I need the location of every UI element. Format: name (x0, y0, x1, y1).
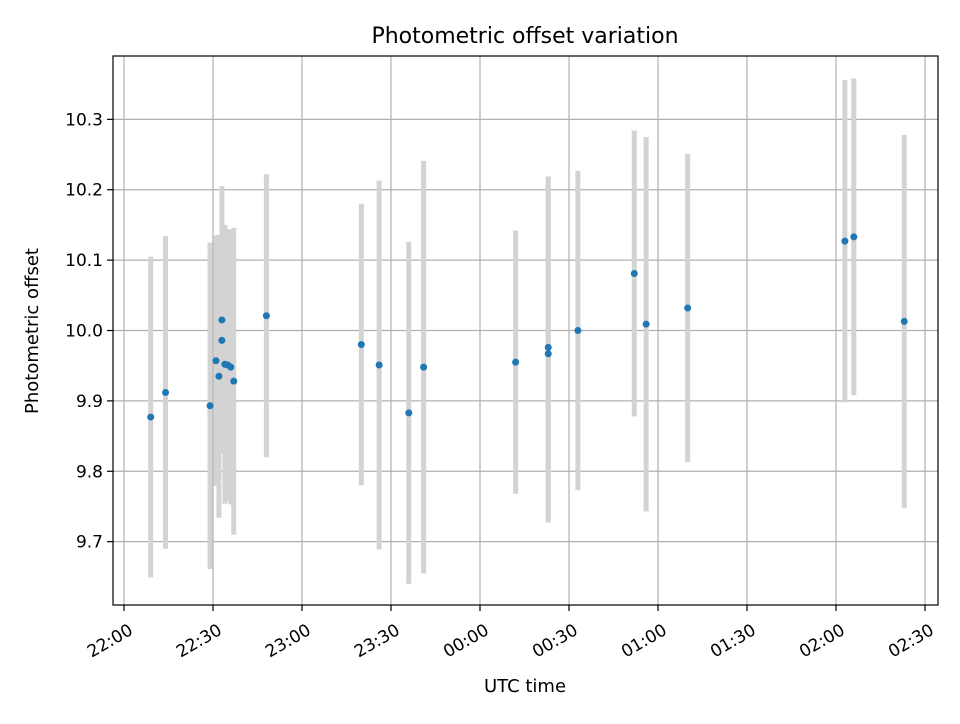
data-point (684, 304, 692, 312)
plot-frame (112, 55, 939, 606)
y-tick-label: 9.7 (76, 533, 103, 553)
point-layer (147, 233, 908, 421)
x-tick-label: 01:30 (707, 620, 759, 662)
data-point (420, 363, 428, 371)
y-tick-label: 9.9 (76, 392, 103, 412)
data-point (512, 358, 520, 366)
data-point (642, 320, 650, 328)
data-point (357, 341, 365, 349)
y-tick-label: 10.2 (65, 181, 103, 201)
data-point (630, 269, 638, 277)
x-tick-label: 23:00 (262, 620, 314, 662)
data-point (841, 237, 849, 245)
axis-layer: 22:00 22:30 23:00 23:30 00:00 00:30 01:00 01:30… (65, 110, 937, 662)
errorbar-layer (148, 78, 907, 584)
data-point (212, 357, 220, 365)
data-point (230, 377, 238, 385)
x-tick-label: 22:30 (173, 620, 225, 662)
data-point (574, 327, 582, 334)
y-tick-label: 10.3 (65, 110, 103, 130)
x-tick-label: 22:00 (84, 620, 136, 662)
x-tick-label: 02:30 (885, 620, 937, 662)
data-point (850, 233, 858, 241)
x-axis-label: UTC time (484, 676, 566, 697)
x-tick-label: 23:30 (351, 620, 403, 662)
data-point (227, 363, 235, 371)
grid-layer (113, 56, 938, 605)
x-tick-label: 01:00 (618, 620, 670, 662)
data-point (405, 409, 413, 417)
data-point (218, 336, 226, 344)
chart-title: Photometric offset variation (371, 24, 678, 49)
data-point (215, 372, 223, 380)
data-point (218, 316, 226, 324)
y-axis-label: Photometric offset (22, 248, 43, 414)
x-tick-label: 02:00 (796, 620, 848, 662)
y-tick-label: 10.1 (65, 251, 103, 271)
x-tick-label: 00:00 (440, 620, 492, 662)
data-point (147, 413, 155, 421)
data-point (206, 402, 214, 410)
data-point (544, 350, 552, 358)
data-point (262, 312, 270, 320)
data-point (375, 361, 383, 369)
data-point (900, 317, 908, 325)
x-tick-label: 00:30 (529, 620, 581, 662)
data-point (544, 343, 552, 351)
data-point (162, 388, 170, 396)
y-tick-label: 10.0 (65, 322, 103, 342)
y-tick-label: 9.8 (76, 462, 103, 482)
